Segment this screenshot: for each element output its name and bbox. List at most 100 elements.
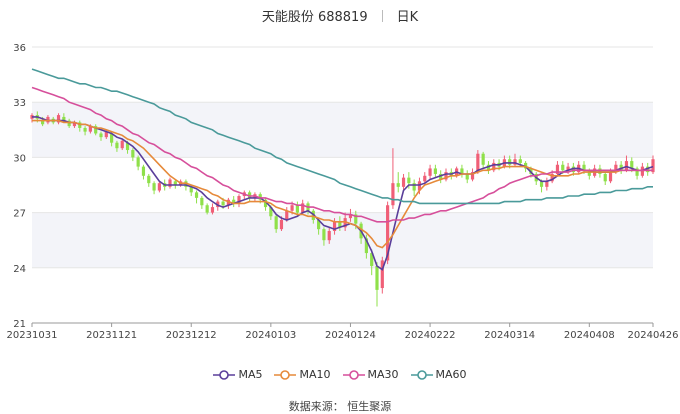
- candle-body: [56, 115, 61, 123]
- legend-marker-icon: [410, 369, 433, 380]
- candle-body: [646, 166, 650, 173]
- candle-body: [513, 159, 517, 165]
- period-label: 日K: [396, 10, 419, 25]
- legend-item-ma60[interactable]: MA60: [410, 368, 467, 381]
- candle-body: [115, 142, 119, 149]
- candle-body: [205, 205, 209, 213]
- candle-body: [518, 159, 522, 163]
- legend-item-ma5[interactable]: MA5: [213, 368, 262, 381]
- x-tick-label: 20231031: [7, 330, 58, 341]
- candle-body: [582, 164, 586, 171]
- candle-body: [221, 201, 225, 206]
- legend-item-ma30[interactable]: MA30: [342, 368, 399, 381]
- candle-body: [391, 183, 395, 206]
- line-ma5: [32, 116, 654, 271]
- line-ma60: [31, 68, 653, 205]
- title-separator: [381, 10, 383, 22]
- line-ma10: [32, 119, 653, 249]
- chart-legend: MA5 MA10 MA30 MA60: [0, 368, 680, 384]
- candle-body: [539, 181, 544, 187]
- candle-body: [248, 192, 252, 198]
- candle-body: [635, 168, 639, 176]
- y-tick-label: 33: [13, 98, 26, 109]
- grid-band: [32, 212, 653, 268]
- candle-body: [550, 173, 554, 182]
- candle-body: [476, 153, 480, 173]
- candle-body: [83, 127, 87, 132]
- legend-label: MA10: [299, 368, 331, 381]
- candle-body: [78, 122, 82, 128]
- candle-body: [566, 166, 570, 171]
- candle-body: [152, 183, 156, 191]
- candle-body: [263, 199, 268, 208]
- legend-label: MA60: [435, 368, 467, 381]
- candle-body: [147, 175, 151, 184]
- candle-body: [168, 179, 172, 187]
- candle-body: [428, 168, 432, 176]
- candle-body: [587, 170, 591, 176]
- y-tick-label: 24: [13, 264, 26, 275]
- candle-body: [465, 173, 469, 180]
- legend-marker-icon: [274, 369, 297, 380]
- candle-body: [125, 142, 130, 151]
- candle-body: [226, 199, 230, 206]
- candle-body: [348, 214, 353, 219]
- candle-body: [290, 205, 294, 211]
- candle-body: [141, 166, 146, 176]
- candle-body: [274, 216, 278, 230]
- candle-body: [364, 238, 368, 254]
- legend-label: MA30: [367, 368, 399, 381]
- candle-body: [396, 183, 400, 187]
- candle-body: [614, 164, 618, 173]
- candle-body: [120, 140, 124, 149]
- candle-body: [375, 265, 379, 290]
- candle-body: [386, 205, 390, 261]
- candle-body: [237, 196, 241, 204]
- candle-body: [279, 219, 284, 230]
- legend-label: MA5: [238, 368, 263, 381]
- stock-name: 天能股份 688819: [261, 10, 368, 25]
- line-ma30: [31, 86, 653, 223]
- candle-body: [110, 133, 114, 143]
- candle-body: [486, 164, 491, 171]
- candle-body: [322, 229, 326, 241]
- candle-body: [173, 181, 177, 185]
- data-source: 数据来源： 恒生聚源: [288, 400, 392, 413]
- candle-body: [258, 194, 262, 200]
- candle-body: [630, 161, 634, 169]
- candle-body: [189, 186, 193, 193]
- candle-body: [99, 133, 103, 138]
- candle-body: [200, 197, 204, 206]
- candle-body: [640, 166, 644, 176]
- candle-body: [624, 161, 629, 171]
- candle-body: [269, 207, 273, 217]
- x-tick-label: 20240222: [405, 330, 456, 341]
- candle-body: [651, 159, 655, 173]
- chart-title: 天能股份 688819 日K: [0, 6, 680, 25]
- candle-body: [401, 177, 406, 187]
- candle-body: [370, 253, 374, 266]
- legend-item-ma10[interactable]: MA10: [274, 368, 331, 381]
- y-tick-label: 21: [13, 319, 26, 330]
- candle-body: [157, 183, 161, 191]
- candle-body: [338, 221, 342, 228]
- candle-body: [295, 205, 299, 213]
- y-tick-label: 30: [13, 153, 26, 164]
- candle-body: [460, 168, 464, 174]
- legend-marker-icon: [213, 369, 236, 380]
- y-tick-label: 36: [13, 43, 26, 54]
- candle-body: [444, 172, 448, 180]
- candle-body: [423, 175, 427, 182]
- candle-body: [285, 210, 289, 220]
- candle-body: [524, 162, 528, 169]
- candle-body: [598, 168, 602, 174]
- x-tick-label: 20240103: [245, 330, 296, 341]
- candle-body: [608, 172, 613, 182]
- candle-body: [407, 177, 411, 184]
- candle-body: [41, 120, 45, 125]
- candle-body: [470, 172, 475, 180]
- legend-marker-icon: [342, 369, 365, 380]
- x-tick-label: 20240314: [484, 330, 535, 341]
- candle-body: [67, 120, 71, 127]
- x-tick-label: 20231121: [86, 330, 137, 341]
